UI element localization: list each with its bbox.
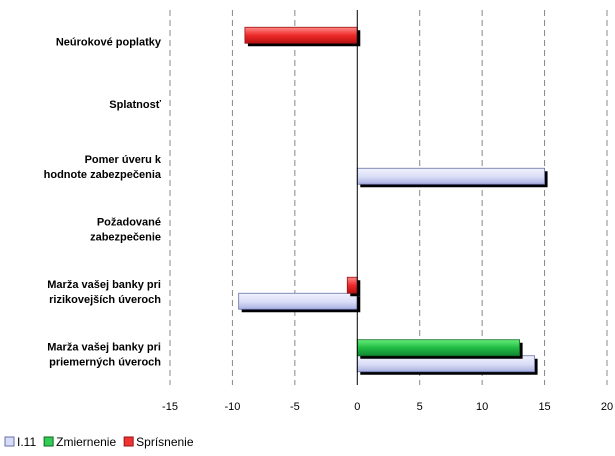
x-tick-labels: -15 -10 -5 0 5 10 15 20: [162, 401, 613, 413]
x-tick-label: 0: [354, 401, 360, 413]
bar-i-11: [238, 292, 358, 310]
legend-label: Sprísnenie: [136, 435, 194, 449]
category-labels: Neúrokové poplatky Splatnosť Pomer úveru k…: [44, 36, 162, 368]
gridlines: [169, 10, 608, 385]
category-label: Neúrokové poplatky: [56, 36, 162, 48]
x-tick-label: 10: [476, 401, 488, 413]
legend-swatch: [123, 436, 134, 447]
legend: I.11 Zmiernenie Sprísnenie: [4, 435, 194, 449]
bar-zmiernenie: [356, 339, 520, 357]
category-label: Pomer úveru k hodnote zabezpečenia: [44, 154, 162, 181]
legend-label: I.11: [17, 435, 36, 449]
x-tick-label: -15: [162, 401, 178, 413]
x-tick-label: 5: [417, 401, 423, 413]
x-tick-label: -10: [224, 401, 240, 413]
category-label: Marža vašej banky pri rizikovejších úvero…: [47, 279, 161, 306]
legend-swatch: [43, 436, 54, 447]
legend-swatch: [4, 436, 15, 447]
category-label: Marža vašej banky pri priemerných úveroch: [47, 341, 161, 368]
bar-spr-snenie: [346, 276, 358, 294]
bar-spr-snenie: [244, 26, 358, 44]
category-label: Splatnosť: [109, 99, 161, 111]
x-tick-label: 15: [538, 401, 550, 413]
legend-label: Zmiernenie: [56, 435, 116, 449]
x-tick-label: -5: [290, 401, 300, 413]
bars: [238, 26, 548, 375]
x-tick-label: 20: [601, 401, 613, 413]
bar-i-11: [356, 167, 545, 185]
category-label: Požadované zabezpečenie: [90, 216, 161, 243]
